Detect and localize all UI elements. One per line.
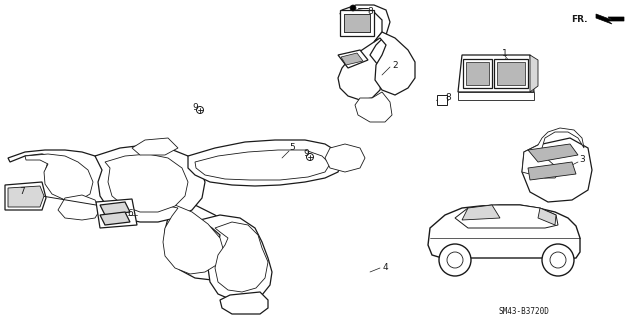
Polygon shape [100,202,130,215]
Polygon shape [8,150,125,206]
Polygon shape [195,150,330,180]
Polygon shape [458,55,534,92]
Polygon shape [497,62,525,85]
Polygon shape [355,92,392,122]
Text: 2: 2 [392,61,398,70]
Text: 5: 5 [289,144,295,152]
Polygon shape [596,14,624,24]
Polygon shape [466,62,489,85]
Circle shape [307,153,314,160]
Polygon shape [374,32,415,95]
Polygon shape [188,140,342,186]
Text: 6: 6 [127,209,133,218]
Polygon shape [132,138,178,155]
Circle shape [350,5,356,11]
Circle shape [550,252,566,268]
Polygon shape [455,205,558,228]
Polygon shape [8,186,44,207]
Polygon shape [200,215,272,300]
Polygon shape [522,128,584,178]
Polygon shape [120,195,246,280]
Polygon shape [344,14,370,32]
Polygon shape [530,55,538,92]
Polygon shape [437,95,447,105]
Polygon shape [25,154,93,200]
Polygon shape [458,92,534,100]
Polygon shape [325,144,365,172]
Circle shape [447,252,463,268]
Polygon shape [494,59,528,88]
Circle shape [196,107,204,114]
Text: 8: 8 [367,6,373,16]
Polygon shape [215,222,268,292]
Text: FR.: FR. [572,16,588,25]
Polygon shape [528,144,578,162]
Text: 9: 9 [192,103,198,113]
Polygon shape [96,199,137,228]
Polygon shape [135,200,224,274]
Text: 7: 7 [19,188,25,197]
Polygon shape [462,205,500,220]
Polygon shape [428,205,580,260]
Text: 3: 3 [579,155,585,165]
Polygon shape [105,154,188,212]
Polygon shape [95,145,205,222]
Polygon shape [463,59,492,88]
Polygon shape [522,138,592,202]
Text: 8: 8 [445,93,451,102]
Polygon shape [338,5,390,100]
Polygon shape [344,14,370,32]
Polygon shape [528,162,576,180]
Polygon shape [58,195,100,220]
Text: SM43-B3720D: SM43-B3720D [499,307,549,315]
Polygon shape [220,292,268,314]
Circle shape [542,244,574,276]
Polygon shape [538,208,556,225]
Polygon shape [5,182,46,210]
Text: 4: 4 [382,263,388,272]
Polygon shape [341,53,363,65]
Text: 1: 1 [502,48,508,57]
Text: 9: 9 [303,150,309,159]
Circle shape [439,244,471,276]
Polygon shape [340,10,374,36]
Polygon shape [100,212,130,225]
Polygon shape [338,50,368,68]
